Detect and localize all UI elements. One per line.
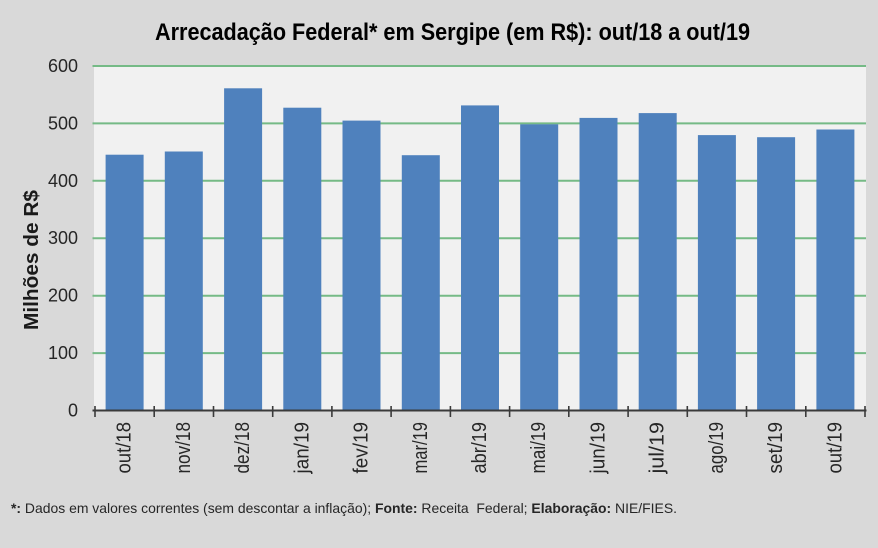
svg-text:out/19: out/19: [824, 422, 846, 474]
svg-text:*: Dados em valores correntes: *: Dados em valores correntes (sem desco…: [11, 500, 677, 516]
svg-text:Arrecadação Federal* em Sergip: Arrecadação Federal* em Sergipe (em R$):…: [155, 19, 750, 46]
svg-text:600: 600: [48, 56, 78, 76]
svg-text:jul/19: jul/19: [647, 422, 669, 475]
svg-text:200: 200: [48, 286, 78, 306]
svg-text:jun/19: jun/19: [588, 422, 610, 474]
svg-text:500: 500: [48, 113, 78, 133]
svg-text:Milhões de R$: Milhões de R$: [21, 190, 43, 330]
svg-text:set/19: set/19: [765, 422, 787, 474]
svg-text:mai/19: mai/19: [528, 422, 550, 474]
svg-text:mar/19: mar/19: [410, 422, 432, 474]
svg-text:out/18: out/18: [114, 422, 136, 474]
svg-text:400: 400: [48, 171, 78, 191]
svg-text:abr/19: abr/19: [469, 422, 491, 474]
svg-text:300: 300: [48, 228, 78, 248]
svg-text:jan/19: jan/19: [291, 422, 313, 474]
svg-text:nov/18: nov/18: [173, 422, 195, 474]
svg-text:fev/19: fev/19: [351, 422, 373, 474]
svg-text:dez/18: dez/18: [232, 422, 254, 474]
svg-text:100: 100: [48, 343, 78, 363]
svg-text:0: 0: [68, 401, 78, 421]
svg-text:ago/19: ago/19: [706, 422, 728, 474]
